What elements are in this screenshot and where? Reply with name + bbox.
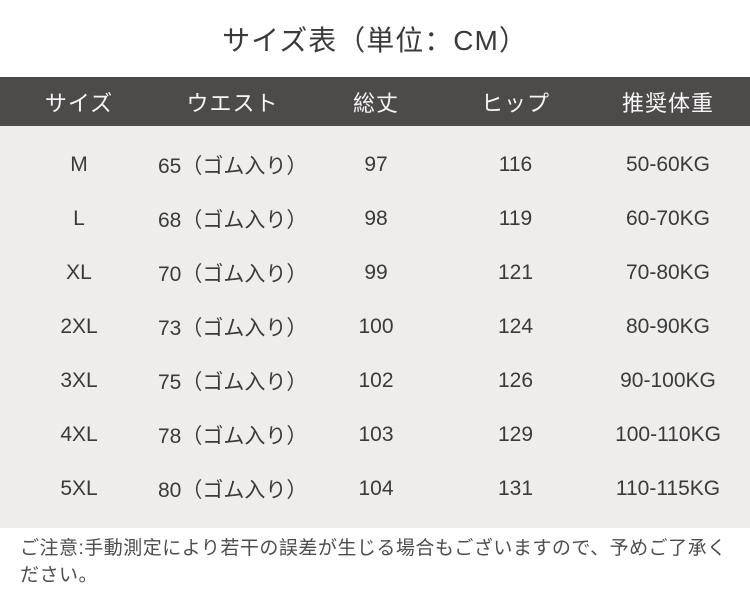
cell-weight: 60-70KG — [625, 207, 711, 230]
cell-hip: 126 — [497, 369, 534, 392]
cell-length: 99 — [364, 261, 388, 284]
cell-waist: 73（ゴム入り） — [158, 317, 308, 340]
cell-hip: 124 — [497, 315, 534, 338]
cell-length: 102 — [358, 369, 394, 392]
cell-waist: 75（ゴム入り） — [158, 371, 308, 394]
cell-waist: 70（ゴム入り） — [158, 263, 308, 286]
cell-size: XL — [66, 261, 92, 284]
column-header-hip: ヒップ — [480, 90, 550, 116]
table-row-4xl: 4XL 78（ゴム入り） 103 129 100-110KG — [0, 408, 750, 462]
cell-size: L — [73, 207, 85, 230]
column-header-weight: 推奨体重 — [621, 90, 714, 116]
cell-size: 5XL — [60, 477, 98, 500]
cell-size: 2XL — [60, 315, 98, 338]
table-row-2xl: 2XL 73（ゴム入り） 100 124 80-90KG — [0, 300, 750, 354]
cell-weight: 110-115KG — [615, 477, 721, 500]
table-row-m: M 65（ゴム入り） 97 116 50-60KG — [0, 138, 750, 192]
cell-hip: 129 — [497, 423, 534, 446]
cell-hip: 131 — [497, 477, 534, 500]
table-header-row: サイズ ウエスト 総丈 ヒップ 推奨体重 — [0, 77, 750, 126]
cell-weight: 100-110KG — [615, 423, 721, 446]
title-area: サイズ表（単位：CM） — [0, 0, 750, 77]
cell-size: M — [70, 153, 88, 176]
cell-waist: 65（ゴム入り） — [158, 155, 308, 178]
cell-length: 104 — [358, 477, 394, 500]
column-header-waist: ウエスト — [186, 90, 279, 116]
cell-length: 103 — [358, 423, 394, 446]
column-header-size: サイズ — [44, 90, 114, 116]
table-row-xl: XL 70（ゴム入り） 99 121 70-80KG — [0, 246, 750, 300]
table-row-3xl: 3XL 75（ゴム入り） 102 126 90-100KG — [0, 354, 750, 408]
cell-weight: 80-90KG — [625, 315, 711, 338]
note-area: ご注意:手動測定により若干の誤差が生じる場合もございますので、予めご了承ください… — [0, 528, 750, 598]
page-title: サイズ表（単位：CM） — [222, 24, 528, 56]
cell-waist: 78（ゴム入り） — [158, 425, 308, 448]
cell-hip: 121 — [497, 261, 534, 284]
cell-hip: 119 — [498, 207, 533, 230]
table-body: M 65（ゴム入り） 97 116 50-60KG L 68（ゴム入り） 98 … — [0, 126, 750, 528]
note-text: ご注意:手動測定により若干の誤差が生じる場合もございますので、予めご了承ください… — [20, 538, 727, 586]
cell-weight: 50-60KG — [625, 153, 711, 176]
table-row-l: L 68（ゴム入り） 98 119 60-70KG — [0, 192, 750, 246]
cell-length: 98 — [364, 207, 388, 230]
cell-hip: 116 — [498, 153, 533, 176]
column-header-length: 総丈 — [352, 90, 399, 116]
cell-size: 4XL — [60, 423, 98, 446]
cell-waist: 80（ゴム入り） — [158, 479, 308, 502]
cell-weight: 70-80KG — [625, 261, 711, 284]
cell-length: 100 — [358, 315, 394, 338]
table-row-5xl: 5XL 80（ゴム入り） 104 131 110-115KG — [0, 462, 750, 516]
cell-size: 3XL — [60, 369, 98, 392]
cell-waist: 68（ゴム入り） — [158, 209, 308, 232]
cell-weight: 90-100KG — [620, 369, 716, 392]
cell-length: 97 — [364, 153, 388, 176]
